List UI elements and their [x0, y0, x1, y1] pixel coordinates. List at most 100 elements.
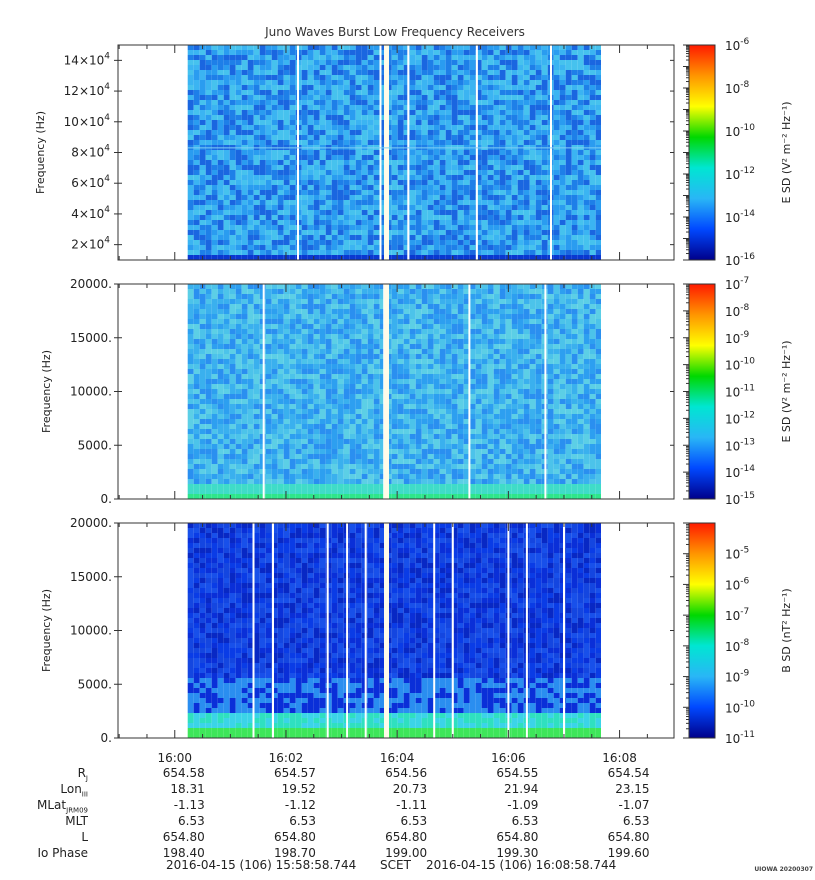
colorbar-tick-label: 10-8: [725, 303, 750, 319]
ephemeris-value: 654.80: [162, 830, 205, 844]
panel-middle: 0. 5000. 10000. 15000. 20000. Frequency (Hz) E…: [40, 277, 793, 506]
data-gap-line: [550, 45, 552, 260]
ephemeris-value: 199.30: [496, 846, 539, 860]
data-gap-line: [451, 523, 454, 738]
ephemeris-label: L: [81, 830, 88, 844]
colorbar-tick-label: 10-5: [725, 546, 749, 562]
colorbar-tick-label: 10-6: [725, 37, 750, 53]
y-tick-label: 14×104: [64, 51, 111, 67]
colorbar-tick-label: 10-10: [725, 699, 755, 715]
spectrogram-cells-bottom: [187, 523, 601, 738]
data-gap-line: [407, 45, 410, 260]
data-gap-line: [544, 284, 547, 499]
ephemeris-value: 199.00: [385, 846, 428, 860]
y-tick-label: 0.: [101, 731, 112, 745]
ephemeris-value: 6.53: [178, 814, 205, 828]
burst-gap: [384, 523, 389, 738]
x-tick-labels: 16:00 16:02 16:04 16:06 16:08: [157, 751, 636, 765]
panel-bottom: 0. 5000. 10000. 15000. 20000. Frequency (Hz) B…: [40, 516, 793, 745]
data-gap-line: [379, 45, 382, 260]
colorbar-tick-label: 10-11: [725, 384, 755, 400]
ephemeris-label: MLatJRM09: [37, 798, 88, 815]
colorbar-tick-label: 10-16: [725, 252, 755, 268]
colorbar-tick-label: 10-9: [725, 330, 750, 346]
spectrogram-cells-middle: [187, 284, 601, 499]
colorbar-label: E SD (V² m⁻² Hz⁻¹): [780, 340, 793, 442]
colorbar-tick-label: 10-6: [725, 576, 750, 592]
y-tick-label: 15000.: [70, 570, 112, 584]
data-gap-line: [272, 523, 274, 738]
colorbar-tick-label: 10-14: [725, 209, 755, 225]
x-tick-label: 16:08: [602, 751, 637, 765]
ephemeris-value: 6.53: [400, 814, 428, 828]
y-tick-label: 5000.: [78, 438, 112, 452]
colorbar-label: E SD (V² m⁻² Hz⁻¹): [780, 101, 793, 203]
x-tick-label: 16:02: [269, 751, 304, 765]
colorbar-scale: [688, 44, 716, 261]
ephemeris-value: 19.52: [281, 782, 316, 796]
colorbar-tick-label: 10-8: [725, 638, 750, 654]
ephemeris-value: 6.53: [511, 814, 539, 828]
figure-title: Juno Waves Burst Low Frequency Receivers: [265, 25, 525, 39]
y-tick-label: 5000.: [78, 677, 112, 691]
ephemeris-value: 654.80: [273, 830, 316, 844]
data-gap-line: [507, 523, 510, 738]
x-tick-label: 16:06: [491, 751, 526, 765]
colorbar-middle: E SD (V² m⁻² Hz⁻¹): [683, 283, 793, 500]
colorbar-tick-label: 10-13: [725, 437, 755, 453]
colorbar-tick-label: 10-10: [725, 357, 755, 373]
y-tick-label: 10000.: [70, 624, 112, 638]
data-gap-line: [563, 523, 565, 738]
source-stamp: UIOWA 20200307: [754, 866, 813, 873]
x-tick-label: 16:04: [380, 751, 415, 765]
ephemeris-label: LonIII: [60, 782, 88, 799]
colorbar-tick-label: 10-8: [725, 80, 750, 96]
colorbar-scale: [688, 522, 716, 739]
data-gap-line: [433, 523, 436, 738]
y-axis-label: Frequency (Hz): [40, 350, 53, 433]
y-tick-label: 6×104: [71, 174, 110, 190]
colorbar-scale: [688, 283, 716, 500]
data-gaps-middle: [262, 284, 547, 499]
colorbar-bottom: B SD (nT² Hz⁻¹): [683, 522, 793, 739]
ephemeris-value: -1.13: [173, 798, 205, 812]
data-gap-line: [297, 45, 299, 260]
ephemeris-value: 654.55: [496, 766, 539, 780]
panel-top: Frequency (Hz) E SD (V² m⁻² Hz⁻¹): [34, 44, 793, 261]
y-tick-label: 20000.: [70, 277, 112, 291]
time-range-end: 2016-04-15 (106) 16:08:58.744: [426, 858, 617, 872]
ephemeris-value: 654.56: [385, 766, 428, 780]
colorbar-label: B SD (nT² Hz⁻¹): [780, 588, 793, 672]
colorbar-tick-label: 10-14: [725, 464, 755, 480]
x-tick-label: 16:00: [157, 751, 192, 765]
y-tick-label: 12×104: [64, 82, 111, 98]
data-gap-line: [475, 45, 478, 260]
y-tick-label: 2×104: [71, 236, 110, 252]
time-range-start: 2016-04-15 (106) 15:58:58.744: [166, 858, 357, 872]
time-range-label: SCET: [380, 858, 411, 872]
ephemeris-label: RJ: [77, 766, 88, 783]
data-gap-line: [346, 523, 349, 738]
ephemeris-value: 654.80: [607, 830, 650, 844]
y-tick-label: 4×104: [71, 205, 110, 221]
data-gap-line: [326, 523, 329, 738]
data-gap-line: [252, 523, 255, 738]
data-gap-line: [262, 284, 265, 499]
ephemeris-value: 198.40: [162, 846, 205, 860]
ephemeris-value: 654.57: [273, 766, 316, 780]
ephemeris-value: 18.31: [170, 782, 205, 796]
data-gaps-bottom: [252, 523, 565, 738]
ephemeris-value: 654.80: [496, 830, 539, 844]
y-axis-label: Frequency (Hz): [40, 589, 53, 672]
ephemeris-value: -1.11: [396, 798, 428, 812]
data-gap-line: [468, 284, 471, 499]
spectrogram-cells-top: [187, 45, 601, 260]
colorbar-tick-label: 10-12: [725, 410, 755, 426]
y-tick-label: 20000.: [70, 516, 112, 530]
ephemeris-value: -1.12: [284, 798, 316, 812]
ephemeris-value: 20.73: [392, 782, 428, 796]
y-tick-label: 8×104: [71, 144, 110, 160]
ephemeris-value: 654.54: [607, 766, 650, 780]
ephemeris-value: 654.80: [385, 830, 428, 844]
